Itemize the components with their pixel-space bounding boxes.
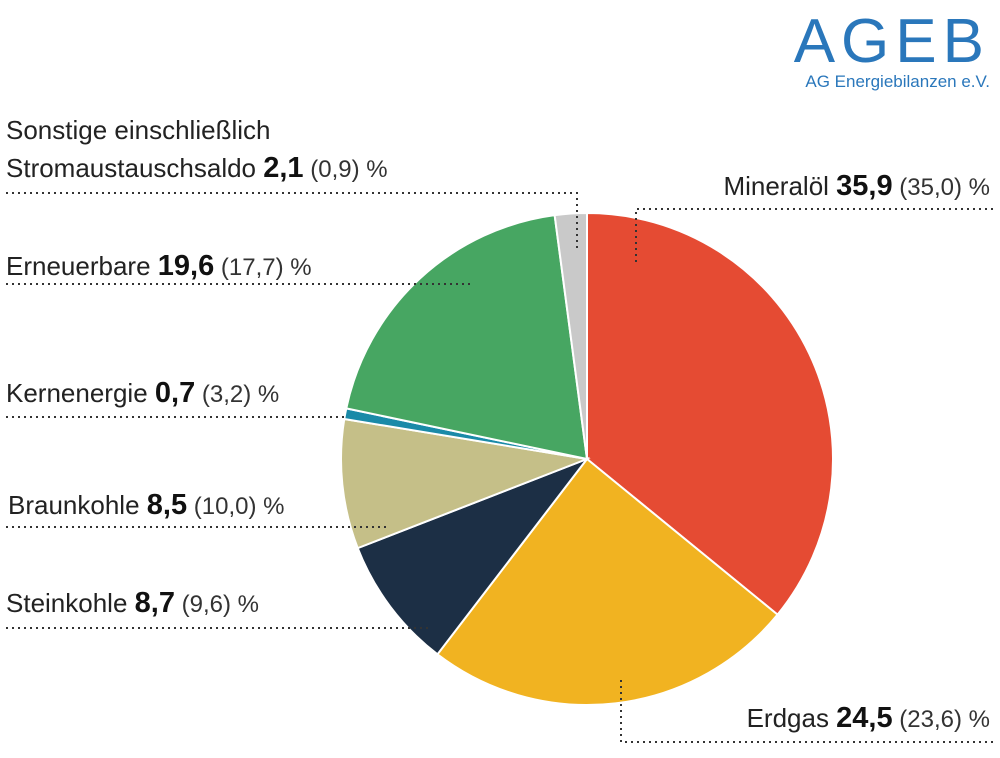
pie-slice-erneuerbare xyxy=(345,214,589,461)
slice-label-erneuerbare: Erneuerbare 19,6 (17,7) % xyxy=(6,250,312,282)
slice-value-steinkohle: 8,7 xyxy=(135,587,175,619)
slice-labels: Mineralöl 35,9 (35,0) % Erdgas 24,5 (23,6… xyxy=(6,115,990,734)
brand-logo: AGEB AG Energiebilanzen e.V. xyxy=(794,7,990,91)
pie-slice-sonstige xyxy=(553,211,588,460)
slice-label-braunkohle: Braunkohle 8,5 (10,0) % xyxy=(8,489,284,521)
slice-previous-braunkohle: (10,0) % xyxy=(187,493,284,520)
slice-label-mineraloel: Mineralöl 35,9 (35,0) % xyxy=(723,170,990,202)
pie-slice-steinkohle xyxy=(356,456,590,656)
slice-label-kernenergie: Kernenergie 0,7 (3,2) % xyxy=(6,377,279,409)
slice-name-erneuerbare: Erneuerbare xyxy=(6,251,158,281)
slice-previous-steinkohle: (9,6) % xyxy=(175,591,259,618)
slice-value-erdgas: 24,5 xyxy=(836,702,892,734)
slice-value-kernenergie: 0,7 xyxy=(155,377,195,409)
brand-name: AGEB xyxy=(794,7,990,76)
slice-name-erdgas: Erdgas xyxy=(747,703,837,733)
pie-slice-braunkohle xyxy=(340,417,591,550)
pie-slices xyxy=(340,211,834,706)
slice-name-sonstige: Stromaustauschsaldo xyxy=(6,153,263,183)
slice-value-erneuerbare: 19,6 xyxy=(158,250,214,282)
slice-value-mineraloel: 35,9 xyxy=(836,170,892,202)
slice-previous-kernenergie: (3,2) % xyxy=(195,381,279,408)
slice-previous-erneuerbare: (17,7) % xyxy=(214,254,311,281)
slice-label-steinkohle: Steinkohle 8,7 (9,6) % xyxy=(6,587,259,619)
slice-label-erdgas: Erdgas 24,5 (23,6) % xyxy=(747,702,990,734)
slice-name-kernenergie: Kernenergie xyxy=(6,378,155,408)
brand-subtitle: AG Energiebilanzen e.V. xyxy=(805,72,990,91)
slice-label-prefix-sonstige: Sonstige einschließlich xyxy=(6,115,270,145)
slice-name-steinkohle: Steinkohle xyxy=(6,588,135,618)
slice-name-braunkohle: Braunkohle xyxy=(8,490,147,520)
slice-name-mineraloel: Mineralöl xyxy=(723,171,836,201)
slice-previous-sonstige: (0,9) % xyxy=(304,156,388,183)
leader-line-erdgas xyxy=(620,680,993,743)
slice-previous-erdgas: (23,6) % xyxy=(893,706,990,733)
pie-slice-mineraloel xyxy=(586,211,834,617)
slice-label-sonstige: Stromaustauschsaldo 2,1 (0,9) % xyxy=(6,152,388,184)
pie-slice-erdgas xyxy=(436,457,779,706)
slice-previous-mineraloel: (35,0) % xyxy=(893,174,990,201)
slice-value-sonstige: 2,1 xyxy=(263,152,303,184)
leader-line-sonstige xyxy=(6,192,578,248)
slice-value-braunkohle: 8,5 xyxy=(147,489,187,521)
leader-lines xyxy=(6,192,993,743)
